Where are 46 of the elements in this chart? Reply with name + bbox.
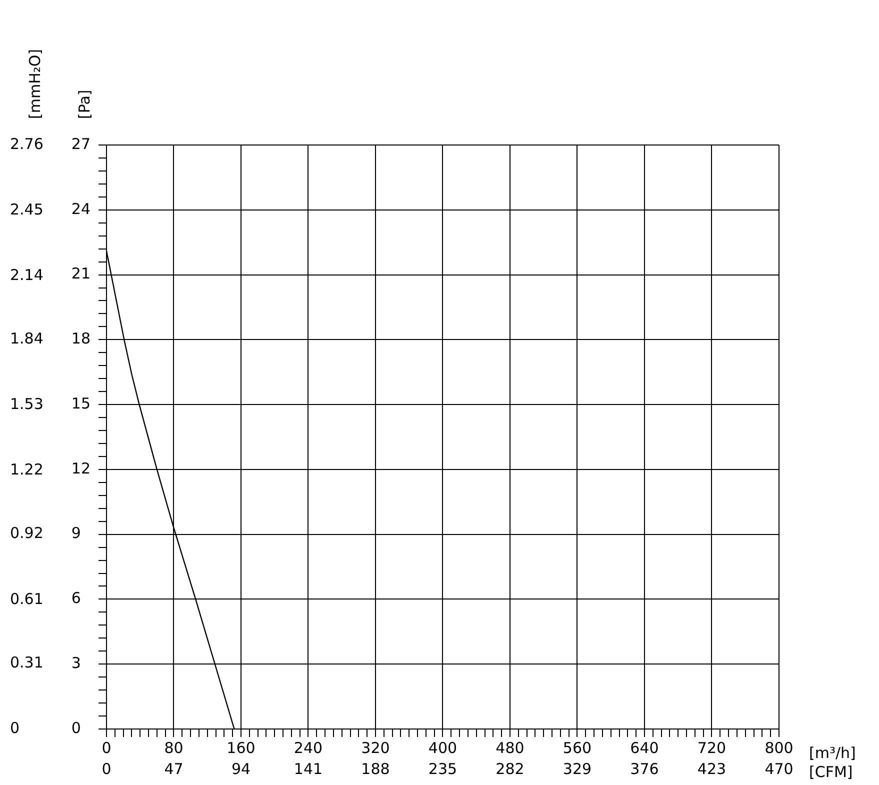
y2-tick-label: 2.14 <box>10 266 44 284</box>
y2-tick-label: 2.76 <box>10 134 44 153</box>
y-axis-title: [Pa] <box>75 90 94 119</box>
y-tick-label: 27 <box>71 134 90 153</box>
x-tick-label: 400 <box>428 738 458 757</box>
x-tick-label: 560 <box>562 738 592 757</box>
x2-tick-label: 282 <box>496 760 524 778</box>
y-tick-label: 15 <box>71 394 90 412</box>
x2-axis-title: [CFM] <box>809 762 853 781</box>
y2-tick-label: 2.45 <box>10 200 44 218</box>
y-tick-label: 0 <box>71 718 81 737</box>
y-tick-label: 6 <box>71 589 81 608</box>
y-tick-label: 24 <box>71 200 90 218</box>
x-tick-label: 640 <box>630 738 659 757</box>
x2-tick-label: 235 <box>428 760 458 778</box>
y2-tick-label: 1.53 <box>10 395 44 414</box>
x-tick-label: 320 <box>361 738 390 757</box>
x2-tick-label: 470 <box>764 760 794 778</box>
y2-tick-label: 0.31 <box>10 653 44 672</box>
y2-tick-label: 0 <box>10 718 20 737</box>
y-tick-label: 9 <box>71 524 81 542</box>
y-tick-label: 3 <box>71 654 81 672</box>
y2-tick-label: 0.92 <box>10 524 44 542</box>
x2-tick-label: 0 <box>102 760 112 778</box>
y-tick-label: 18 <box>71 330 90 348</box>
y2-axis-title: [mmH₂O] <box>26 48 44 119</box>
x-tick-label: 240 <box>294 738 323 757</box>
y-tick-label: 12 <box>71 459 90 478</box>
x-axis-title: [m³/h] <box>809 744 856 762</box>
x-tick-label: 160 <box>226 738 256 757</box>
x2-tick-label: 376 <box>630 760 659 778</box>
x-tick-label: 720 <box>697 738 726 757</box>
y2-tick-label: 1.84 <box>10 330 44 348</box>
x2-tick-label: 94 <box>231 760 251 778</box>
x2-tick-label: 329 <box>562 760 592 778</box>
y2-tick-label: 1.22 <box>10 460 44 479</box>
x-tick-label: 80 <box>164 738 184 757</box>
x2-tick-label: 423 <box>697 760 726 778</box>
y-tick-label: 21 <box>71 264 90 283</box>
y2-tick-label: 0.61 <box>10 590 44 608</box>
x2-tick-label: 188 <box>361 760 390 778</box>
x2-tick-label: 47 <box>164 760 184 778</box>
x-tick-label: 0 <box>102 738 112 757</box>
x-tick-label: 800 <box>764 738 794 757</box>
x-tick-label: 480 <box>496 738 524 757</box>
x2-tick-label: 141 <box>294 760 323 778</box>
